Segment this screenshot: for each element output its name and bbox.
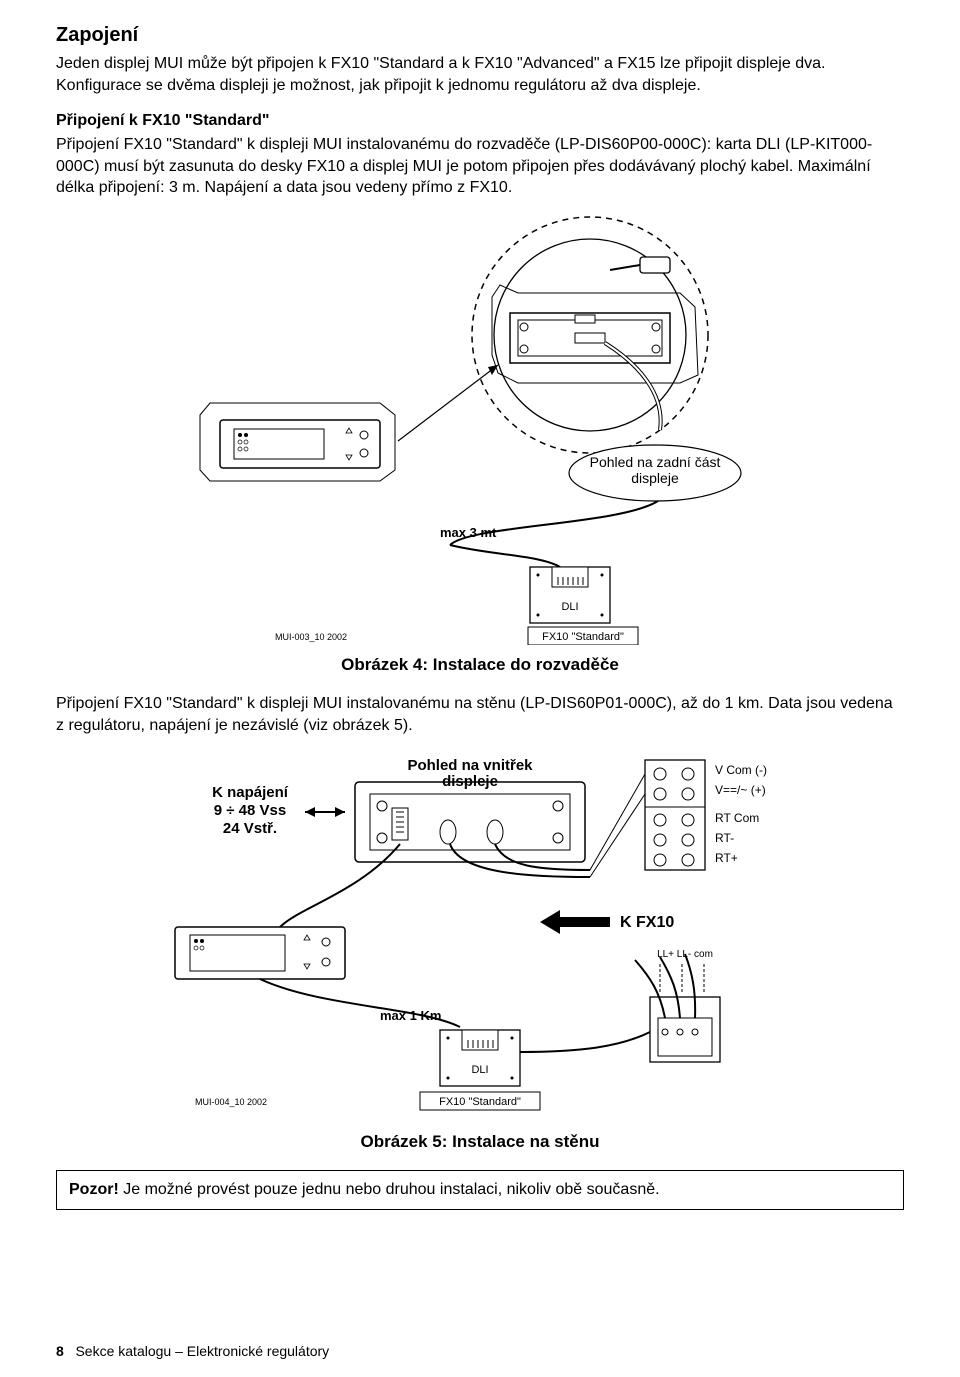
fig4-dli-label: DLI	[561, 601, 578, 613]
fig4-fx-label: FX10 "Standard"	[542, 631, 624, 643]
fig5-power-l1: K napájení	[212, 784, 289, 801]
figure4-caption: Obrázek 4: Instalace do rozvaděče	[56, 655, 904, 675]
warning-box: Pozor! Je možné provést pouze jednu nebo…	[56, 1170, 904, 1210]
fig4-max-cable: max 3 mt	[440, 525, 497, 540]
section1-body: Připojení FX10 "Standard" k displeji MUI…	[56, 134, 904, 199]
page-footer: 8 Sekce katalogu – Elektronické reguláto…	[56, 1343, 329, 1359]
fig5-ref: MUI-004_10 2002	[195, 1097, 267, 1107]
footer-pagenum: 8	[56, 1343, 64, 1359]
fig5-max-cable: max 1 Km	[380, 1008, 441, 1023]
term-rtplus: RT+	[715, 851, 738, 865]
fig5-inner-l2: displeje	[442, 773, 498, 790]
fig5-ll-labels: LL+ LL- com	[657, 949, 713, 960]
fig5-dli-label: DLI	[471, 1064, 488, 1076]
fig4-ref: MUI-003_10 2002	[275, 632, 347, 642]
rear-view-label-l2: displeje	[631, 470, 679, 486]
term-rtminus: RT-	[715, 831, 734, 845]
warning-text: Je možné provést pouze jednu nebo druhou…	[119, 1181, 660, 1198]
intro-paragraph: Jeden displej MUI může být připojen k FX…	[56, 53, 904, 96]
fig5-kfx10: K FX10	[620, 914, 674, 931]
section1-heading: Připojení k FX10 "Standard"	[56, 112, 904, 130]
warning-prefix: Pozor!	[69, 1181, 119, 1198]
fig5-power-l3: 24 Vstř.	[223, 820, 277, 837]
term-rtcom: RT Com	[715, 811, 759, 825]
footer-section: Sekce katalogu – Elektronické regulátory	[75, 1343, 329, 1359]
rear-view-label-l1: Pohled na zadní část	[590, 454, 721, 470]
fig5-inner-l1: Pohled na vnitřek	[407, 757, 533, 774]
fig5-fx-label: FX10 "Standard"	[439, 1096, 521, 1108]
figure5-caption: Obrázek 5: Instalace na stěnu	[56, 1132, 904, 1152]
fig5-power-l2: 9 ÷ 48 Vss	[214, 802, 286, 819]
page-title: Zapojení	[56, 24, 904, 47]
section2-body: Připojení FX10 "Standard" k displeji MUI…	[56, 693, 904, 736]
figure4-diagram: Pohled na zadní část displeje max 3 mt D…	[56, 215, 904, 645]
term-vplus: V==/~ (+)	[715, 783, 766, 797]
figure5-diagram: K napájení 9 ÷ 48 Vss 24 Vstř. Pohled na	[56, 752, 904, 1122]
term-vcom: V Com (-)	[715, 763, 767, 777]
